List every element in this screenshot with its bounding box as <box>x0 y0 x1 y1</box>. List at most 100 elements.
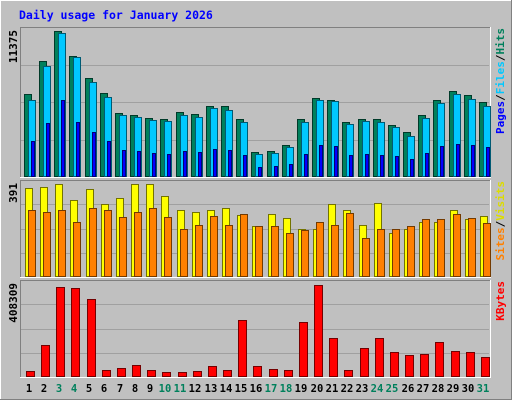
bar-sites-day-30 <box>468 218 476 277</box>
x-label-day-20: 20 <box>311 383 324 395</box>
bar-sites-day-24 <box>377 229 385 277</box>
bar-sites-day-27 <box>422 219 430 277</box>
bar-sites-day-1 <box>28 210 36 277</box>
bar-kbytes-day-4 <box>71 288 80 377</box>
bar-sites-day-14 <box>225 225 233 277</box>
bar-kbytes-day-3 <box>56 287 65 377</box>
x-label-day-23: 23 <box>356 383 369 395</box>
bar-pages-day-23 <box>365 154 369 177</box>
x-label-day-19: 19 <box>295 383 308 395</box>
bar-pages-day-19 <box>304 154 308 177</box>
bar-kbytes-day-9 <box>147 370 156 377</box>
panel-kbytes: 408309 KBytes <box>7 280 507 378</box>
chart-panels: 11375Pages/Files/Hits391Sites/Visits4083… <box>7 27 507 378</box>
x-label-day-28: 28 <box>432 383 445 395</box>
bar-sites-day-10 <box>164 217 172 277</box>
bar-sites-day-6 <box>104 210 112 277</box>
bar-kbytes-day-14 <box>223 370 232 377</box>
bar-pages-day-20 <box>319 145 323 177</box>
y-max-label-hits_files_pages: 11375 <box>7 30 20 63</box>
bar-kbytes-day-6 <box>102 370 111 377</box>
bar-kbytes-day-21 <box>329 338 338 377</box>
bar-pages-day-22 <box>349 155 353 177</box>
legend-separator: / <box>494 54 507 61</box>
bar-pages-day-25 <box>395 156 399 177</box>
bar-pages-day-16 <box>258 167 262 177</box>
bar-pages-day-3 <box>61 100 65 177</box>
bar-kbytes-day-30 <box>466 352 475 377</box>
bar-sites-day-23 <box>362 238 370 277</box>
bar-sites-day-19 <box>301 230 309 277</box>
bar-kbytes-day-26 <box>405 355 414 377</box>
bar-sites-day-31 <box>483 223 491 277</box>
legend-visits_sites: Sites/Visits <box>494 181 507 261</box>
bar-pages-day-11 <box>183 151 187 177</box>
bar-pages-day-31 <box>486 147 490 177</box>
bar-pages-day-18 <box>289 164 293 177</box>
bar-kbytes-day-13 <box>208 366 217 377</box>
x-label-day-13: 13 <box>205 383 218 395</box>
bar-pages-day-29 <box>456 144 460 177</box>
legend-entry-sites: Sites <box>494 227 507 260</box>
bar-pages-day-26 <box>410 159 414 177</box>
bar-kbytes-day-22 <box>344 370 353 377</box>
bar-kbytes-day-2 <box>41 345 50 377</box>
bar-pages-day-2 <box>46 123 50 177</box>
x-label-day-2: 2 <box>41 383 47 395</box>
bar-pages-day-1 <box>31 141 35 177</box>
legend-text-hits_files_pages: Pages/Files/Hits <box>494 28 507 134</box>
x-label-day-31: 31 <box>477 383 490 395</box>
bar-kbytes-day-29 <box>451 351 460 377</box>
x-label-day-15: 15 <box>235 383 248 395</box>
bar-pages-day-15 <box>243 155 247 177</box>
bar-pages-day-7 <box>122 150 126 177</box>
bar-sites-day-7 <box>119 217 127 277</box>
bar-kbytes-day-8 <box>132 365 141 377</box>
bar-sites-day-17 <box>271 226 279 277</box>
bar-pages-day-5 <box>92 132 96 177</box>
legend-entry-visits: Visits <box>494 181 507 221</box>
series-pages <box>31 100 490 177</box>
x-label-day-22: 22 <box>341 383 354 395</box>
x-label-day-9: 9 <box>147 383 153 395</box>
bar-kbytes-day-7 <box>117 368 126 377</box>
bar-kbytes-day-28 <box>435 342 444 377</box>
x-label-day-17: 17 <box>265 383 278 395</box>
bar-kbytes-day-20 <box>314 285 323 377</box>
bar-pages-day-9 <box>152 153 156 177</box>
x-label-day-5: 5 <box>86 383 92 395</box>
y-max-label-kbytes: 408309 <box>7 283 20 323</box>
bar-kbytes-day-25 <box>390 352 399 377</box>
x-label-day-12: 12 <box>189 383 202 395</box>
bar-kbytes-day-19 <box>299 322 308 377</box>
bar-sites-day-29 <box>453 214 461 277</box>
x-label-day-1: 1 <box>26 383 32 395</box>
legend-kbytes: KBytes <box>494 281 507 321</box>
x-label-day-29: 29 <box>447 383 460 395</box>
bar-kbytes-day-12 <box>193 371 202 377</box>
series-kbytes <box>26 285 490 377</box>
bar-sites-day-15 <box>240 214 248 277</box>
bar-kbytes-day-10 <box>162 372 171 377</box>
bar-pages-day-17 <box>274 166 278 177</box>
bar-sites-day-2 <box>43 212 51 277</box>
bar-pages-day-8 <box>137 151 141 177</box>
x-axis-labels: 1 2 3 4 5 6 7 8 9 10 11 12 13 14 15 16 17 18 19 20 21 22 23 24 2… <box>26 383 489 395</box>
bar-sites-day-8 <box>134 212 142 277</box>
bar-sites-day-25 <box>392 229 400 277</box>
bar-sites-day-4 <box>73 222 81 277</box>
bar-pages-day-14 <box>228 150 232 177</box>
x-label-day-11: 11 <box>174 383 187 395</box>
bar-kbytes-day-5 <box>87 299 96 377</box>
y-max-label-visits_sites: 391 <box>7 183 20 203</box>
legend-separator: / <box>494 220 507 227</box>
x-label-day-7: 7 <box>117 383 123 395</box>
bar-sites-day-18 <box>286 233 294 277</box>
bar-sites-day-26 <box>407 226 415 277</box>
bar-pages-day-27 <box>425 153 429 177</box>
bar-kbytes-day-23 <box>360 348 369 377</box>
legend-text-kbytes: KBytes <box>494 281 507 321</box>
x-label-day-21: 21 <box>326 383 339 395</box>
x-label-day-24: 24 <box>371 383 384 395</box>
bar-sites-day-12 <box>195 225 203 277</box>
